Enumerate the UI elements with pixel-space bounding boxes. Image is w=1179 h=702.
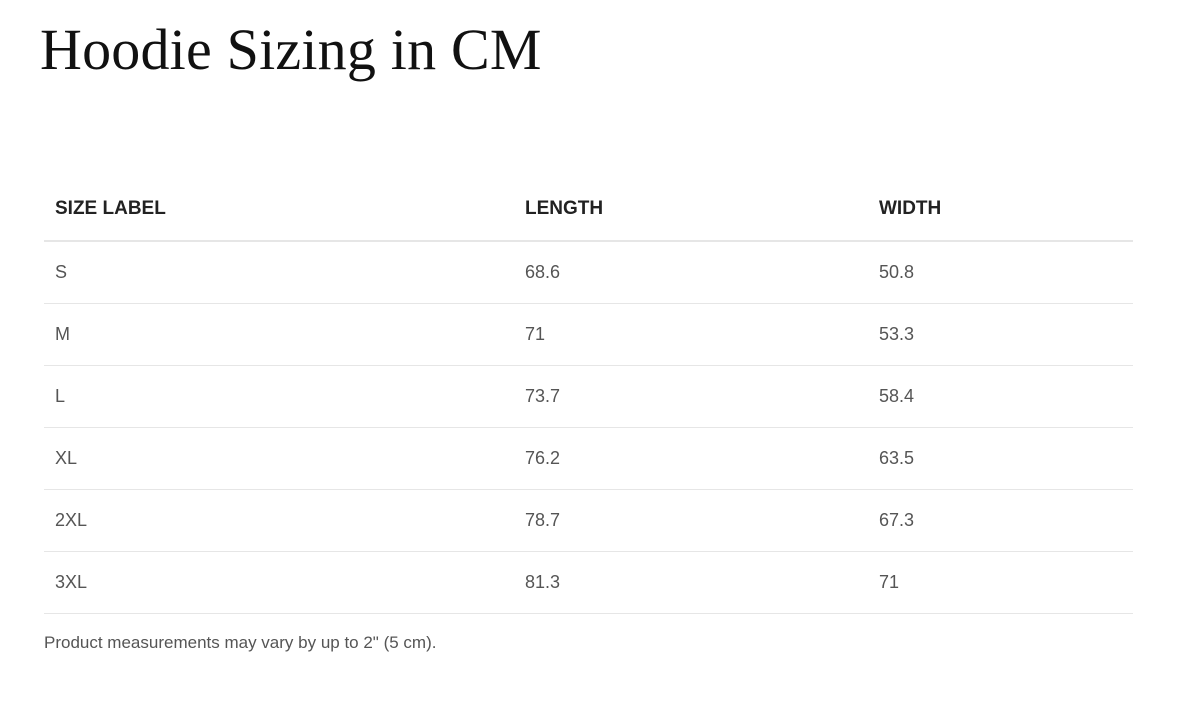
page-title: Hoodie Sizing in CM xyxy=(40,17,542,82)
cell-length: 71 xyxy=(514,303,868,366)
table-row: 3XL 81.3 71 xyxy=(44,551,1133,614)
table-row: L 73.7 58.4 xyxy=(44,365,1133,428)
cell-length: 68.6 xyxy=(514,241,868,304)
cell-length: 78.7 xyxy=(514,489,868,552)
cell-width: 67.3 xyxy=(868,489,1133,552)
size-table: SIZE LABEL LENGTH WIDTH S 68.6 50.8 M 71… xyxy=(44,178,1133,614)
cell-size: M xyxy=(44,303,514,366)
cell-width: 71 xyxy=(868,551,1133,614)
cell-size: L xyxy=(44,365,514,428)
table-row: XL 76.2 63.5 xyxy=(44,427,1133,490)
cell-length: 73.7 xyxy=(514,365,868,428)
cell-width: 63.5 xyxy=(868,427,1133,490)
header-width: WIDTH xyxy=(868,178,1133,242)
table-header-row: SIZE LABEL LENGTH WIDTH xyxy=(44,178,1133,242)
header-size-label: SIZE LABEL xyxy=(44,178,514,242)
cell-size: 3XL xyxy=(44,551,514,614)
cell-length: 81.3 xyxy=(514,551,868,614)
table-row: S 68.6 50.8 xyxy=(44,241,1133,304)
header-length: LENGTH xyxy=(514,178,868,242)
table-row: 2XL 78.7 67.3 xyxy=(44,489,1133,552)
cell-width: 50.8 xyxy=(868,241,1133,304)
cell-size: S xyxy=(44,241,514,304)
cell-size: XL xyxy=(44,427,514,490)
footnote: Product measurements may vary by up to 2… xyxy=(44,633,437,652)
cell-length: 76.2 xyxy=(514,427,868,490)
cell-size: 2XL xyxy=(44,489,514,552)
cell-width: 53.3 xyxy=(868,303,1133,366)
table-row: M 71 53.3 xyxy=(44,303,1133,366)
cell-width: 58.4 xyxy=(868,365,1133,428)
